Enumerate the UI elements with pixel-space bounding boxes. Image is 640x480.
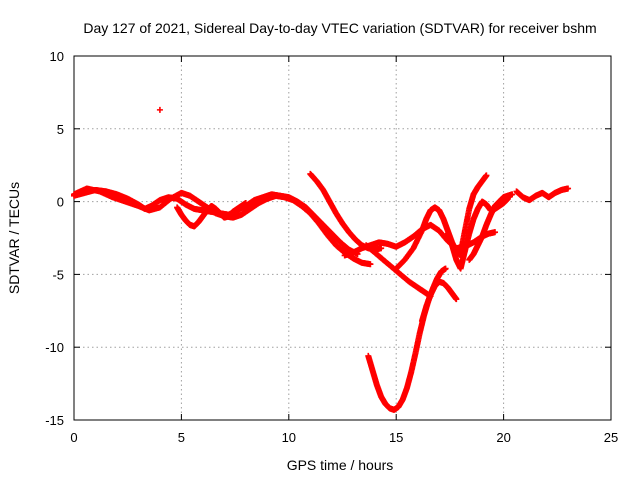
data-point [442, 265, 449, 272]
plot-frame [73, 55, 612, 421]
data-point [242, 200, 249, 207]
data-point [378, 245, 385, 252]
x-tick-label: 0 [70, 430, 77, 445]
data-point [509, 191, 516, 198]
series-arc-rise-1 [307, 170, 385, 253]
data-point [565, 185, 572, 192]
data-point [367, 261, 374, 268]
chart-title: Day 127 of 2021, Sidereal Day-to-day VTE… [83, 20, 596, 36]
y-tick-label: 10 [50, 49, 64, 64]
data-point [492, 229, 499, 236]
data-points [71, 106, 572, 413]
y-axis-label: SDTVAR / TECUs [6, 182, 22, 294]
axis-ticks [73, 55, 612, 421]
x-tick-label: 20 [496, 430, 510, 445]
y-tick-label: -15 [45, 413, 64, 428]
series-arc-peak-left [393, 204, 464, 272]
data-point [483, 172, 490, 179]
series-arc-drop-right [363, 242, 434, 300]
y-tick-label: 0 [57, 195, 64, 210]
series-arc-v-sharp [444, 195, 511, 272]
x-axis-label: GPS time / hours [287, 457, 394, 473]
series-arc-right-mid [466, 191, 516, 263]
x-tick-label: 25 [604, 430, 618, 445]
series-arc-mid-dip [174, 200, 249, 230]
series-arc-end [513, 185, 572, 204]
series-arc-upper-bowl [418, 278, 460, 324]
y-tick-label: -5 [52, 267, 64, 282]
data-point [156, 106, 163, 113]
x-tick-label: 15 [389, 430, 403, 445]
y-tick-label: 5 [57, 122, 64, 137]
x-tick-label: 5 [178, 430, 185, 445]
series-arc-main-b [71, 185, 374, 268]
tick-labels: 0 5 10 15 20 25 -15 -10 -5 0 5 10 [45, 49, 618, 445]
data-point [453, 296, 460, 303]
series-arc-steep-up [457, 172, 490, 256]
y-tick-label: -10 [45, 340, 64, 355]
grid [74, 56, 611, 420]
x-tick-label: 10 [282, 430, 296, 445]
series-outlier [156, 106, 163, 113]
